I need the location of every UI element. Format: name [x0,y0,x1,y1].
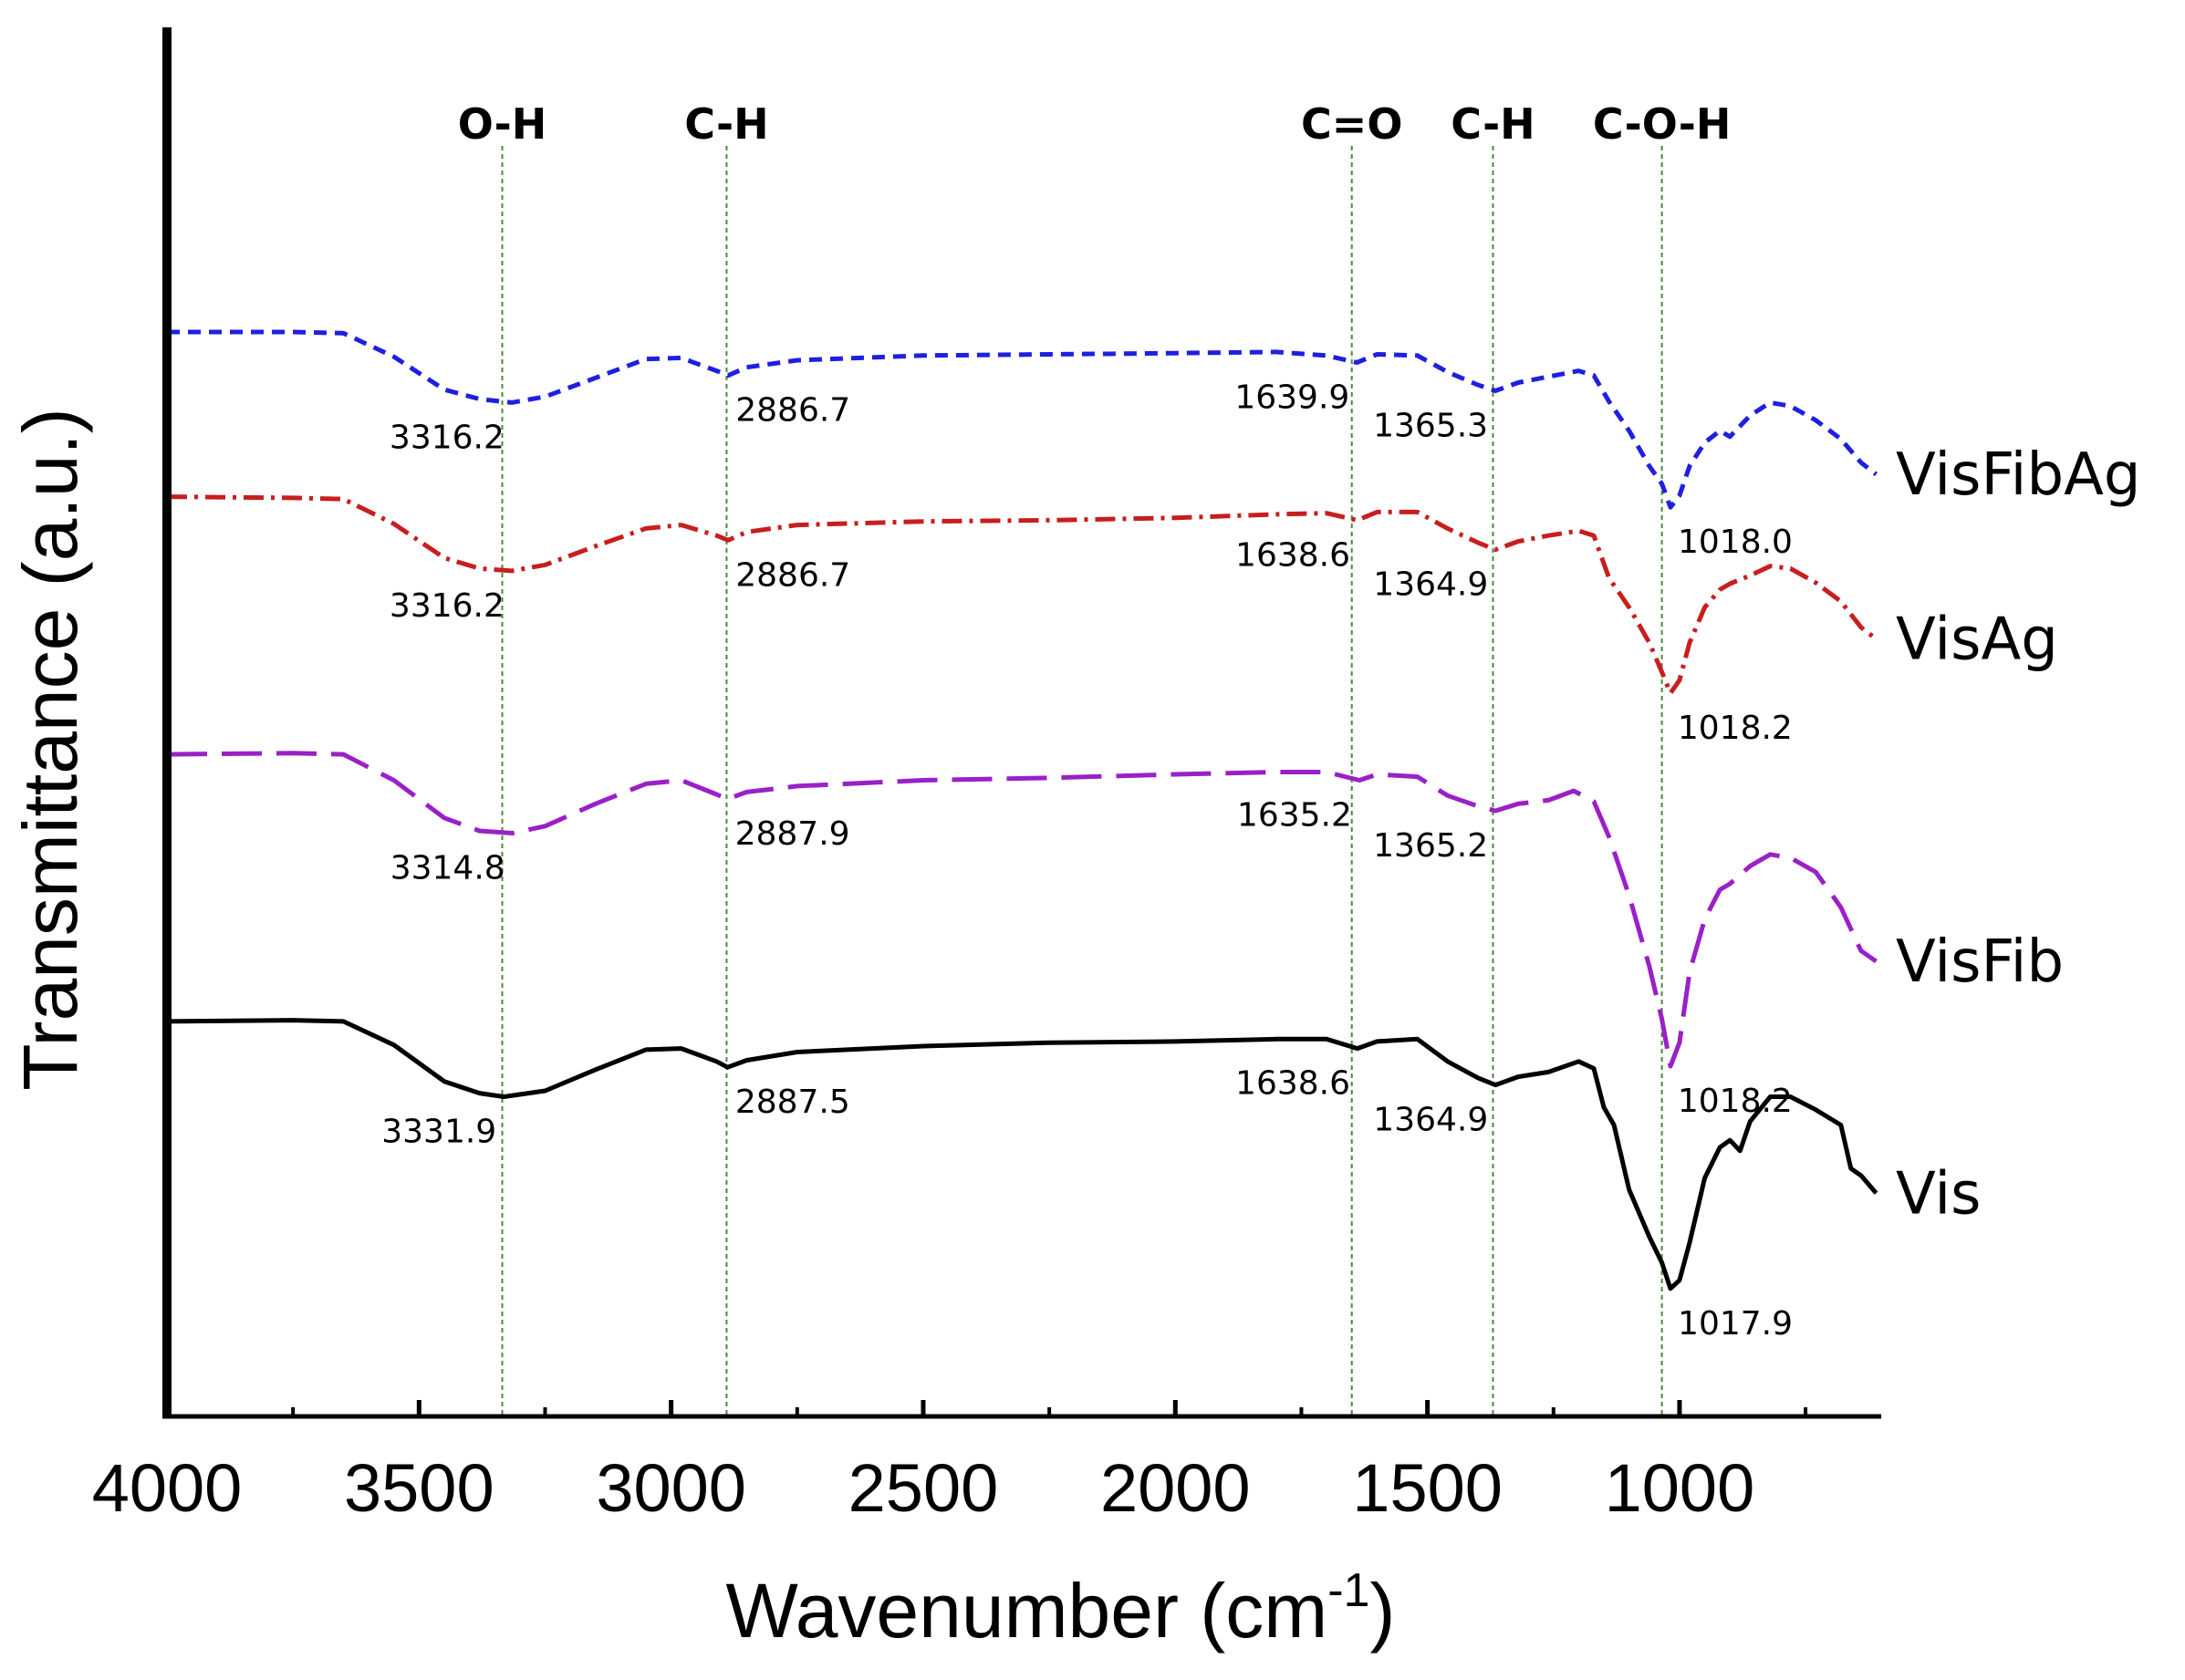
series-label-visfibag: VisFibAg [1896,441,2140,509]
peak-label: 1638.6 [1235,1065,1350,1103]
x-tick-label: 4000 [92,1450,243,1526]
peak-label: 1638.6 [1235,536,1350,574]
peak-label: 1018.2 [1678,710,1793,747]
x-axis-title-suffix: ) [1369,1568,1395,1654]
peak-label: 1365.3 [1373,407,1488,444]
peak-label: 2887.9 [735,815,850,853]
peak-label: 3316.2 [390,587,505,625]
band-label: O-H [458,99,547,149]
x-tick-label: 1000 [1605,1450,1755,1526]
series-layer: VisFibAg VisAg VisFib Vis [166,329,2140,1291]
x-axis-title-superscript: -1 [1327,1564,1369,1617]
x-tick-label: 2000 [1100,1450,1251,1526]
x-axis-title-main: Wavenumber (cm [726,1568,1328,1654]
peak-annotations: 3316.2 2886.7 1639.9 1365.3 1018.0 3316.2 2886… [381,379,1793,1343]
x-tick-label: 3000 [596,1450,746,1526]
series-label-visag: VisAg [1896,607,2058,674]
axes [162,27,1881,1419]
band-lines: O-H C-H C=O C-H C-O-H [458,99,1731,1416]
x-axis-title: Wavenumber (cm-1) [726,1564,1396,1654]
band-label: C-H [1451,99,1535,149]
series-line-visag [166,494,1878,696]
peak-label: 1365.2 [1373,827,1488,865]
y-axis-title: Transmittance (a.u.) [7,408,93,1090]
x-tick-label: 1500 [1352,1450,1503,1526]
peak-label: 1364.9 [1373,566,1488,604]
peak-label: 2887.5 [735,1084,850,1121]
peak-label: 3316.2 [390,419,505,456]
peak-label: 1017.9 [1678,1305,1793,1343]
series-label-vis: Vis [1896,1160,1982,1228]
x-tick-label: 2500 [848,1450,999,1526]
series-line-vis [166,1018,1878,1291]
peak-label: 1364.9 [1373,1102,1488,1139]
peak-label: 2886.7 [735,392,850,430]
band-label: C-O-H [1593,99,1731,149]
series-label-visfib: VisFib [1896,928,2064,996]
series-line-visfibag [167,329,1878,510]
x-axis-ticks: 4000 3500 3000 2500 2000 1500 1000 [92,1400,1808,1526]
peak-label: 1018.0 [1678,524,1793,561]
band-label: C=O [1301,99,1402,149]
peak-label: 3331.9 [381,1113,496,1150]
peak-label: 1018.2 [1678,1083,1793,1120]
series-line-visfib [166,751,1878,1069]
peak-label: 1635.2 [1237,796,1352,834]
peak-label: 3314.8 [390,850,505,887]
peak-label: 1639.9 [1234,379,1349,417]
band-label: C-H [684,99,768,149]
x-tick-label: 3500 [344,1450,494,1526]
peak-label: 2886.7 [735,556,850,594]
